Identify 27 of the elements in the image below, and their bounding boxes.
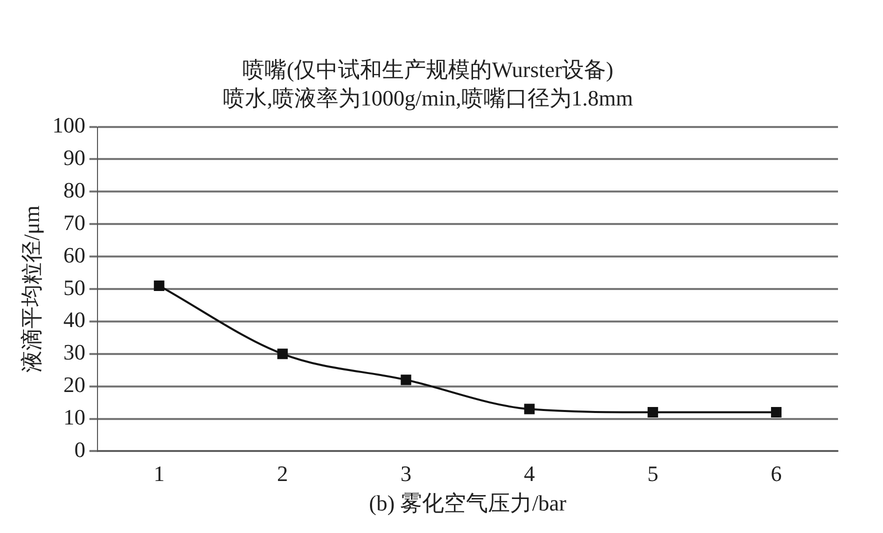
x-tick-label: 1	[154, 461, 165, 486]
y-tick-label: 80	[63, 177, 86, 202]
point	[400, 374, 412, 386]
y-tick-label: 40	[63, 307, 86, 332]
x-tick-label: 5	[647, 461, 658, 486]
x-tick-label: 6	[770, 461, 782, 486]
y-tick-label: 70	[63, 210, 86, 235]
y-tick-label: 50	[63, 274, 86, 300]
y-tick-label: 60	[63, 242, 86, 268]
y-tick-label: 90	[63, 145, 86, 170]
x-tick-label: 2	[277, 461, 288, 486]
y-tick-label: 10	[63, 404, 86, 430]
y-axis-title: 液滴平均粒径/μm	[18, 205, 44, 373]
chart-title: 喷嘴(仅中试和生产规模的Wurster设备)	[242, 56, 614, 82]
point	[648, 407, 658, 418]
y-tick-label: 100	[52, 112, 86, 138]
y-tick-label: 30	[63, 340, 86, 365]
x-tick-label: 4	[524, 461, 535, 486]
chart-subtitle: 喷水,喷液率为1000g/min,喷嘴口径为1.8mm	[222, 85, 634, 110]
point	[154, 280, 164, 291]
y-tick-label: 0	[74, 436, 86, 462]
point	[771, 407, 782, 418]
point	[524, 404, 535, 414]
x-tick-label: 3	[400, 461, 412, 486]
x-axis-title: (b) 雾化空气压力/bar	[369, 490, 568, 516]
y-tick-label: 20	[63, 372, 86, 398]
point	[277, 348, 288, 360]
